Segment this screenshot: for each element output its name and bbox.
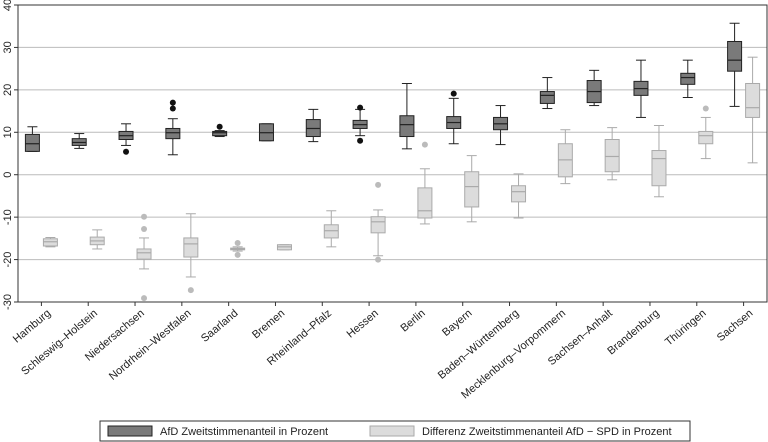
box xyxy=(165,127,181,140)
x-tick-label: Saarland xyxy=(199,307,240,345)
box xyxy=(464,171,480,208)
outlier xyxy=(169,99,176,106)
box xyxy=(323,224,339,239)
outlier xyxy=(702,105,709,112)
box xyxy=(136,248,152,260)
outlier xyxy=(234,251,241,258)
x-tick-label: Sachsen xyxy=(715,307,756,344)
legend-swatch xyxy=(107,425,153,437)
box xyxy=(24,133,40,152)
outlier xyxy=(169,105,176,112)
box xyxy=(727,40,743,72)
outlier xyxy=(421,141,428,148)
box xyxy=(604,138,620,173)
box xyxy=(745,82,761,118)
legend-swatch xyxy=(369,425,415,437)
outlier xyxy=(450,90,457,97)
box xyxy=(183,237,199,258)
outlier xyxy=(357,137,364,144)
x-tick-label: Thüringen xyxy=(663,307,709,348)
outlier xyxy=(234,240,241,247)
outlier xyxy=(375,256,382,263)
box xyxy=(651,150,667,187)
x-tick-label: Bremen xyxy=(250,307,287,341)
box xyxy=(511,185,527,203)
box xyxy=(399,115,415,138)
x-tick-label: Baden–Württemberg xyxy=(436,307,521,381)
outlier xyxy=(141,295,148,302)
y-tick-label: -30 xyxy=(2,294,14,310)
box xyxy=(370,216,386,234)
x-tick-label: Bayern xyxy=(440,307,474,339)
legend-label: Differenz Zweitstimmenanteil AfD − SPD i… xyxy=(422,426,672,438)
outlier xyxy=(187,287,194,294)
y-tick-label: 0 xyxy=(2,172,14,178)
outlier xyxy=(141,226,148,233)
box xyxy=(539,91,555,104)
box xyxy=(417,187,433,219)
outlier xyxy=(216,123,223,130)
y-tick-label: 10 xyxy=(2,126,14,138)
x-tick-label: Hamburg xyxy=(11,307,53,345)
y-tick-label: 20 xyxy=(2,84,14,96)
x-tick-label: Berlin xyxy=(398,307,427,334)
y-tick-label: -10 xyxy=(2,209,14,225)
x-tick-label: Hessen xyxy=(345,307,381,340)
outlier xyxy=(375,181,382,188)
x-tick-label: Brandenburg xyxy=(605,307,661,357)
legend-label: AfD Zweitstimmenanteil in Prozent xyxy=(160,426,328,438)
outlier xyxy=(141,213,148,220)
box xyxy=(680,72,696,85)
y-tick-label: -20 xyxy=(2,252,14,268)
outlier xyxy=(123,148,130,155)
y-tick-label: 30 xyxy=(2,41,14,53)
box xyxy=(42,238,58,247)
x-tick-label: Nordrhein–Westfalen xyxy=(107,307,194,382)
box xyxy=(698,130,714,145)
box xyxy=(212,130,228,137)
outlier xyxy=(357,104,364,111)
plot-frame xyxy=(17,4,768,303)
y-tick-label: 40 xyxy=(2,0,14,11)
x-tick-label: Schleswig–Holstein xyxy=(19,307,100,378)
